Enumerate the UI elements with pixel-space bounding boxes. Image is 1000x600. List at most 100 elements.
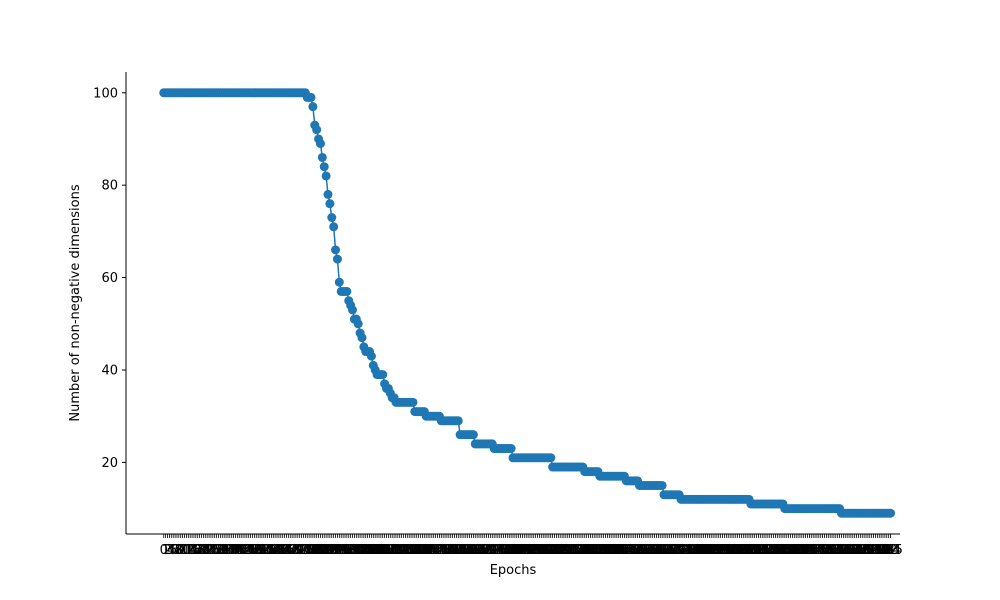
x-tick-label: 52 <box>254 543 271 558</box>
x-tick-label: 366 <box>842 543 867 558</box>
data-point <box>327 213 337 223</box>
x-tick-label: 242 <box>608 543 633 558</box>
x-tick-label: 353 <box>818 543 843 558</box>
x-tick-label: 184 <box>499 543 524 558</box>
x-tick-label: 254 <box>631 543 656 558</box>
x-tick-label: 121 <box>380 543 405 558</box>
x-tick-label: 111 <box>361 543 386 558</box>
x-tick-label: 304 <box>725 543 750 558</box>
x-tick-label: 228 <box>582 543 607 558</box>
data-point <box>357 333 367 343</box>
x-tick-label: 299 <box>716 543 741 558</box>
x-tick-label: 193 <box>516 543 541 558</box>
x-tick-label: 123 <box>384 543 409 558</box>
x-tick-label: 178 <box>487 543 512 558</box>
x-tick-label: 252 <box>627 543 652 558</box>
x-tick-label: 337 <box>788 543 813 558</box>
x-tick-label: 347 <box>806 543 831 558</box>
x-tick-label: 236 <box>597 543 622 558</box>
x-tick-label: 146 <box>427 543 452 558</box>
x-tick-label: 24 <box>201 543 218 558</box>
x-tick-label: 80 <box>307 543 324 558</box>
x-tick-label: 107 <box>353 543 378 558</box>
x-tick-label: 70 <box>288 543 305 558</box>
x-tick-label: 46 <box>242 543 259 558</box>
x-tick-label: 203 <box>535 543 560 558</box>
x-tick-label: 102 <box>344 543 369 558</box>
x-tick-label: 38 <box>227 543 244 558</box>
x-tick-label: 140 <box>416 543 441 558</box>
x-tick-label: 119 <box>376 543 401 558</box>
data-point <box>366 351 376 361</box>
x-tick-label: 258 <box>638 543 663 558</box>
x-tick-label: 73 <box>293 543 310 558</box>
x-tick-label: 33 <box>218 543 235 558</box>
x-tick-label: 204 <box>536 543 561 558</box>
x-tick-label: 292 <box>703 543 728 558</box>
x-tick-label: 100 <box>340 543 365 558</box>
x-tick-label: 260 <box>642 543 667 558</box>
x-tick-label: 89 <box>323 543 340 558</box>
x-tick-label: 4 <box>167 543 175 558</box>
x-tick-label: 237 <box>599 543 624 558</box>
x-tick-label: 345 <box>803 543 828 558</box>
data-point <box>308 102 318 112</box>
x-tick-label: 177 <box>485 543 510 558</box>
x-tick-label: 241 <box>606 543 631 558</box>
x-tick-label: 103 <box>346 543 371 558</box>
x-tick-label: 124 <box>385 543 410 558</box>
x-tick-label: 308 <box>733 543 758 558</box>
data-point <box>315 139 325 149</box>
x-tick-label: 209 <box>546 543 571 558</box>
x-tick-label: 305 <box>727 543 752 558</box>
x-tick-label: 39 <box>229 543 246 558</box>
x-tick-label: 197 <box>523 543 548 558</box>
data-point <box>323 189 333 199</box>
x-tick-label: 48 <box>246 543 263 558</box>
x-tick-label: 180 <box>491 543 516 558</box>
x-tick-label: 212 <box>552 543 577 558</box>
x-tick-label: 195 <box>519 543 544 558</box>
x-tick-label: 171 <box>474 543 499 558</box>
data-point <box>408 397 418 407</box>
x-tick-label: 210 <box>548 543 573 558</box>
x-tick-label: 278 <box>676 543 701 558</box>
x-tick-label: 9 <box>177 543 185 558</box>
x-tick-label: 173 <box>478 543 503 558</box>
x-tick-label: 381 <box>871 543 896 558</box>
x-tick-label: 45 <box>240 543 257 558</box>
x-tick-label: 97 <box>339 543 356 558</box>
x-tick-label: 28 <box>208 543 225 558</box>
x-tick-label: 133 <box>402 543 427 558</box>
x-tick-label: 131 <box>399 543 424 558</box>
x-tick-label: 17 <box>188 543 205 558</box>
x-tick-label: 290 <box>699 543 724 558</box>
x-tick-label: 198 <box>525 543 550 558</box>
x-tick-label: 303 <box>723 543 748 558</box>
x-tick-label: 273 <box>667 543 692 558</box>
x-tick-label: 334 <box>782 543 807 558</box>
x-tick-label: 29 <box>210 543 227 558</box>
x-tick-label: 272 <box>665 543 690 558</box>
x-tick-label: 232 <box>589 543 614 558</box>
x-tick-label: 179 <box>489 543 514 558</box>
x-tick-label: 240 <box>604 543 629 558</box>
x-tick-label: 368 <box>846 543 871 558</box>
data-point <box>321 171 331 181</box>
x-tick-label: 253 <box>629 543 654 558</box>
x-tick-label: 162 <box>457 543 482 558</box>
x-tick-label: 280 <box>680 543 705 558</box>
x-tick-label: 82 <box>310 543 327 558</box>
x-tick-label: 311 <box>738 543 763 558</box>
x-tick-label: 113 <box>365 543 390 558</box>
x-tick-label: 349 <box>810 543 835 558</box>
x-tick-label: 44 <box>239 543 256 558</box>
x-tick-label: 79 <box>305 543 322 558</box>
x-tick-label: 166 <box>465 543 490 558</box>
x-tick-label: 322 <box>759 543 784 558</box>
x-tick-label: 164 <box>461 543 486 558</box>
x-tick-label: 30 <box>212 543 229 558</box>
x-tick-label: 153 <box>440 543 465 558</box>
x-tick-label: 138 <box>412 543 437 558</box>
x-tick-label: 341 <box>795 543 820 558</box>
